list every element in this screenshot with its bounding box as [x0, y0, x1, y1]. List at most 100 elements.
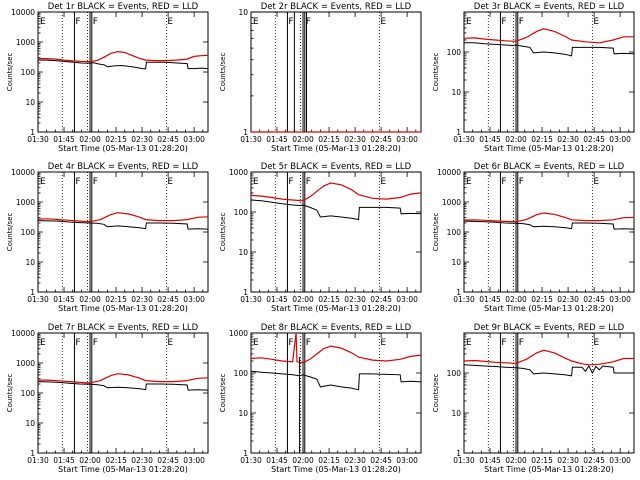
y-axis-label: Counts/sec: [219, 374, 227, 413]
y-tick-label: 10000: [11, 8, 35, 17]
y-tick-label: 100: [21, 389, 36, 398]
y-tick-label: 100: [21, 68, 36, 77]
start-marker-label: E: [40, 177, 46, 187]
events-series-line: [463, 364, 634, 377]
x-tick-label: 02:00: [292, 135, 314, 144]
y-tick-label: 100: [447, 48, 462, 57]
y-tick-label: 10: [238, 8, 248, 17]
y-tick-label: 10: [451, 258, 461, 267]
event-marker-label: F: [75, 17, 80, 27]
plot-frame: [250, 11, 422, 133]
detector-panel-4: Det 4r BLACK = Events, RED = LLD 1 10 100 10…: [6, 162, 209, 313]
plot-frame: [463, 171, 635, 293]
y-tick-label: 1: [30, 288, 35, 297]
event-marker-label: F: [93, 338, 98, 348]
panel-title: Det 4r BLACK = Events, RED = LLD: [48, 162, 199, 172]
x-tick-label: 02:45: [157, 456, 179, 465]
panel-title: Det 5r BLACK = Events, RED = LLD: [261, 162, 412, 172]
x-tick-label: 02:00: [292, 295, 314, 304]
x-tick-label: 02:00: [79, 135, 101, 144]
y-tick-label: 1000: [229, 329, 248, 338]
event-marker-label: F: [519, 17, 524, 27]
event-marker-label: E: [593, 338, 599, 348]
x-axis-label: Start Time (05-Mar-13 01:28:20): [58, 144, 188, 153]
detector-panel-1: Det 1r BLACK = Events, RED = LLD 1 10 100 10…: [6, 2, 209, 153]
x-axis-label: Start Time (05-Mar-13 01:28:20): [484, 465, 614, 474]
x-tick-label: 03:00: [609, 135, 631, 144]
x-tick-label: 01:45: [53, 295, 75, 304]
detector-panel-2: Det 2r BLACK = Events, RED = LLD 1 10 01:30…: [219, 2, 422, 153]
x-tick-label: 02:15: [318, 295, 340, 304]
y-tick-label: 10: [451, 409, 461, 418]
x-tick-label: 01:45: [266, 295, 288, 304]
y-tick-label: 10000: [437, 168, 461, 177]
event-marker-label: F: [501, 17, 506, 27]
y-tick-label: 1000: [229, 168, 248, 177]
y-tick-label: 1: [456, 128, 461, 137]
x-tick-label: 01:30: [240, 295, 262, 304]
y-tick-label: 1: [456, 288, 461, 297]
event-marker-label: F: [75, 338, 80, 348]
x-tick-label: 02:30: [344, 456, 366, 465]
event-marker-label: F: [75, 177, 80, 187]
start-marker-label: E: [253, 177, 259, 187]
event-marker-label: E: [167, 17, 173, 27]
x-tick-label: 02:00: [79, 295, 101, 304]
panel-title: Det 1r BLACK = Events, RED = LLD: [48, 2, 199, 12]
y-axis-label: Counts/sec: [219, 53, 227, 92]
x-tick-label: 02:45: [583, 135, 605, 144]
x-tick-label: 02:30: [344, 295, 366, 304]
start-marker-label: E: [40, 338, 46, 348]
lld-series-line: [463, 349, 634, 366]
x-tick-label: 02:00: [505, 135, 527, 144]
x-tick-label: 02:45: [157, 135, 179, 144]
x-tick-label: 02:15: [105, 295, 127, 304]
event-marker-label: E: [380, 338, 386, 348]
x-tick-label: 02:45: [157, 295, 179, 304]
x-tick-label: 01:45: [53, 135, 75, 144]
x-tick-label: 02:15: [531, 295, 553, 304]
x-tick-label: 01:45: [479, 135, 501, 144]
panel-title: Det 9r BLACK = Events, RED = LLD: [474, 323, 625, 333]
x-tick-label: 02:30: [557, 295, 579, 304]
y-tick-label: 10000: [11, 168, 35, 177]
y-axis-label: Counts/sec: [6, 374, 14, 413]
x-axis-label: Start Time (05-Mar-13 01:28:20): [271, 304, 401, 313]
y-tick-label: 100: [21, 228, 36, 237]
plot-frame: [463, 11, 635, 133]
x-tick-label: 02:00: [79, 456, 101, 465]
y-tick-label: 1000: [16, 198, 35, 207]
event-marker-label: F: [501, 338, 506, 348]
y-tick-label: 1: [456, 449, 461, 458]
x-tick-label: 02:00: [505, 456, 527, 465]
x-axis-label: Start Time (05-Mar-13 01:28:20): [484, 144, 614, 153]
y-tick-label: 100: [234, 208, 249, 217]
panel-title: Det 3r BLACK = Events, RED = LLD: [474, 2, 625, 12]
event-marker-label: E: [380, 177, 386, 187]
plot-frame: [463, 332, 635, 454]
y-tick-label: 10: [25, 419, 35, 428]
x-axis-label: Start Time (05-Mar-13 01:28:20): [271, 465, 401, 474]
y-tick-label: 100: [447, 369, 462, 378]
event-marker-label: F: [306, 177, 311, 187]
x-tick-label: 03:00: [183, 295, 205, 304]
y-axis-label: Counts/sec: [432, 53, 440, 92]
start-marker-label: E: [40, 17, 46, 27]
x-tick-label: 02:45: [370, 135, 392, 144]
x-tick-label: 02:30: [131, 135, 153, 144]
x-tick-label: 02:15: [531, 456, 553, 465]
panel-title: Det 6r BLACK = Events, RED = LLD: [474, 162, 625, 172]
x-tick-label: 03:00: [609, 295, 631, 304]
x-tick-label: 01:30: [240, 135, 262, 144]
start-marker-label: E: [466, 177, 472, 187]
y-axis-label: Counts/sec: [6, 213, 14, 252]
panel-title: Det 7r BLACK = Events, RED = LLD: [48, 323, 199, 333]
x-axis-label: Start Time (05-Mar-13 01:28:20): [271, 144, 401, 153]
y-tick-label: 100: [447, 228, 462, 237]
plot-frame: [37, 11, 209, 133]
y-tick-label: 1: [30, 449, 35, 458]
event-marker-label: F: [519, 338, 524, 348]
events-series-line: [250, 199, 422, 221]
x-axis-label: Start Time (05-Mar-13 01:28:20): [58, 465, 188, 474]
